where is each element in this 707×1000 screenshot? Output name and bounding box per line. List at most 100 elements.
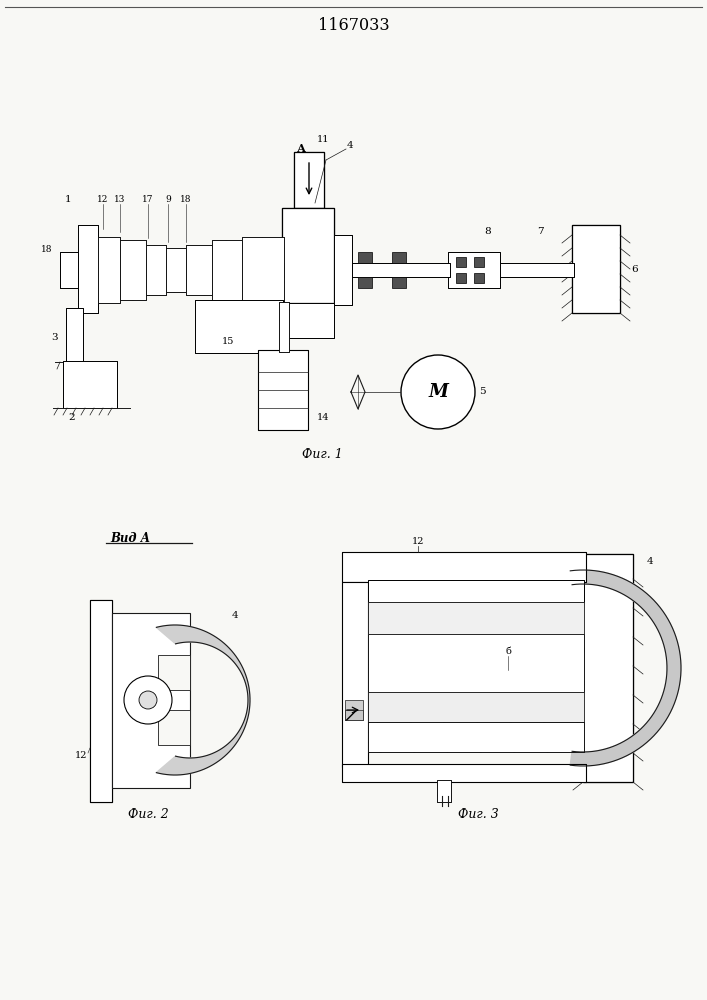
Bar: [282, 303, 334, 338]
Bar: [294, 152, 324, 208]
Bar: [146, 245, 166, 295]
Bar: [334, 235, 352, 305]
Bar: [358, 252, 372, 263]
Bar: [195, 300, 283, 353]
Bar: [120, 240, 146, 300]
Bar: [146, 245, 166, 295]
Bar: [112, 613, 190, 788]
Bar: [60, 252, 78, 288]
Bar: [456, 257, 466, 267]
Bar: [448, 252, 500, 288]
Bar: [368, 634, 584, 692]
Text: M: M: [428, 383, 448, 401]
Bar: [258, 350, 308, 430]
Text: 12: 12: [74, 750, 87, 760]
Bar: [186, 245, 212, 295]
Bar: [279, 302, 289, 352]
Text: 13: 13: [115, 196, 126, 205]
Bar: [334, 263, 450, 277]
Text: 1: 1: [64, 196, 71, 205]
Text: Фиг. 1: Фиг. 1: [302, 448, 342, 462]
Bar: [368, 602, 584, 634]
Bar: [437, 780, 451, 802]
Bar: [368, 580, 584, 602]
Bar: [334, 263, 450, 277]
Bar: [392, 277, 406, 288]
Text: 9: 9: [165, 196, 171, 205]
Bar: [498, 263, 574, 277]
Bar: [166, 248, 186, 292]
Bar: [212, 240, 242, 300]
Bar: [279, 302, 289, 352]
Text: 12: 12: [411, 538, 424, 546]
Bar: [66, 308, 83, 362]
Text: 12: 12: [98, 196, 109, 205]
Bar: [342, 764, 586, 782]
Bar: [368, 722, 584, 752]
Polygon shape: [571, 570, 681, 766]
Text: 15: 15: [222, 338, 234, 347]
Bar: [195, 300, 283, 353]
Bar: [90, 600, 112, 802]
Bar: [448, 252, 500, 288]
Bar: [572, 225, 620, 313]
Bar: [342, 582, 368, 767]
Text: 4: 4: [232, 610, 238, 619]
Bar: [90, 600, 112, 802]
Bar: [358, 277, 372, 288]
Text: 1167033: 1167033: [318, 16, 390, 33]
Circle shape: [139, 691, 157, 709]
Bar: [474, 273, 484, 283]
Bar: [166, 248, 186, 292]
Bar: [294, 152, 324, 208]
Bar: [282, 303, 334, 338]
Text: 4: 4: [346, 140, 354, 149]
Bar: [368, 722, 584, 752]
Bar: [342, 764, 586, 782]
Bar: [345, 710, 363, 720]
Bar: [368, 634, 584, 692]
Polygon shape: [156, 625, 250, 775]
Bar: [368, 580, 584, 602]
Bar: [368, 692, 584, 722]
Bar: [242, 237, 284, 303]
Bar: [63, 361, 117, 408]
Text: б: б: [505, 648, 511, 656]
Text: Вид А: Вид А: [110, 532, 151, 544]
Text: 2: 2: [69, 414, 76, 422]
Text: 8: 8: [485, 228, 491, 236]
Bar: [498, 263, 574, 277]
Bar: [342, 552, 586, 582]
Bar: [98, 237, 120, 303]
Text: 18: 18: [180, 196, 192, 205]
Bar: [192, 263, 284, 277]
Bar: [158, 710, 190, 745]
Bar: [583, 554, 633, 782]
Text: 6: 6: [631, 265, 638, 274]
Text: 11: 11: [317, 135, 329, 144]
Bar: [120, 240, 146, 300]
Text: А: А: [296, 142, 305, 153]
Bar: [342, 552, 586, 582]
Bar: [572, 225, 620, 313]
Text: 5: 5: [479, 387, 485, 396]
Bar: [474, 257, 484, 267]
Bar: [212, 240, 242, 300]
Bar: [186, 245, 212, 295]
Text: 17: 17: [142, 196, 153, 205]
Bar: [78, 225, 98, 313]
Bar: [334, 235, 352, 305]
Bar: [456, 273, 466, 283]
Bar: [60, 252, 78, 288]
Text: 4: 4: [647, 558, 653, 566]
Bar: [342, 582, 368, 767]
Bar: [258, 350, 308, 430]
Bar: [282, 208, 334, 303]
Bar: [78, 225, 98, 313]
Circle shape: [401, 355, 475, 429]
Bar: [158, 655, 190, 690]
Bar: [242, 237, 284, 303]
Text: Фиг. 3: Фиг. 3: [457, 808, 498, 822]
Bar: [437, 780, 451, 802]
Circle shape: [124, 676, 172, 724]
